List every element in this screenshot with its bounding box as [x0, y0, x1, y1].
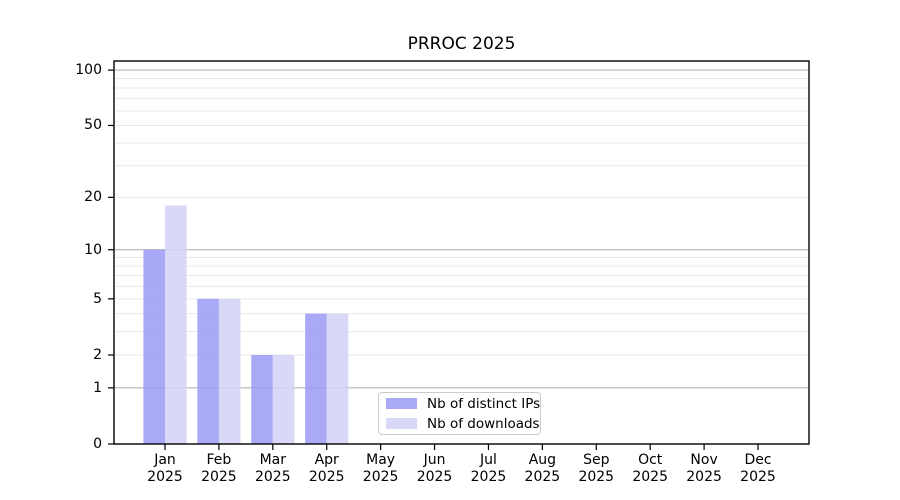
y-tick-label: 2 [93, 346, 102, 363]
x-tick-year: 2025 [632, 469, 668, 485]
legend-swatch-icon [386, 398, 417, 409]
y-tick-label: 1 [93, 379, 102, 396]
x-tick-month: Jul [480, 452, 497, 468]
x-tick-month: Mar [259, 452, 287, 468]
legend-label: Nb of distinct IPs [427, 395, 541, 412]
x-tick-label: Mar 2025 [231, 452, 315, 486]
y-tick-label: 0 [93, 436, 102, 452]
x-tick-label: May 2025 [339, 452, 423, 486]
legend-entry: Nb of distinct IPs [386, 394, 540, 414]
chart-title: PRROC 2025 [407, 34, 516, 54]
x-tick-year: 2025 [201, 469, 237, 485]
x-tick-month: Sep [583, 452, 610, 468]
x-tick-label: Nov 2025 [662, 452, 746, 486]
legend-entry: Nb of downloads [386, 414, 540, 434]
bar-downloads [326, 313, 349, 444]
y-tick-label: 5 [93, 290, 102, 307]
plot-border [113, 60, 810, 445]
x-tick-label: Jan 2025 [123, 452, 207, 486]
bar-distinct-ips [251, 354, 273, 444]
bar-distinct-ips [305, 313, 327, 444]
x-tick-month: Jan [154, 452, 176, 468]
x-tick-year: 2025 [362, 469, 399, 485]
y-tick-label: 100 [75, 62, 102, 79]
y-tick-label: 50 [84, 117, 102, 134]
x-tick-year: 2025 [254, 469, 291, 485]
x-tick-year: 2025 [308, 469, 345, 485]
x-tick-month: May [366, 452, 396, 468]
y-tick-label: 20 [84, 189, 102, 206]
x-tick-label: Oct 2025 [608, 452, 692, 486]
y-tick-label: 10 [84, 241, 102, 258]
x-tick-month: Apr [314, 452, 339, 468]
bar-distinct-ips [143, 249, 165, 444]
x-tick-month: Feb [206, 452, 232, 468]
x-tick-label: Apr 2025 [285, 452, 369, 486]
x-tick-label: Jun 2025 [393, 452, 477, 486]
legend-label: Nb of downloads [427, 415, 540, 432]
legend-swatch-icon [386, 418, 417, 429]
bar-distinct-ips [197, 298, 219, 444]
x-tick-year: 2025 [147, 469, 183, 485]
legend: Nb of distinct IPs Nb of downloads [378, 392, 541, 435]
x-tick-month: Jun [423, 452, 446, 468]
x-tick-year: 2025 [524, 469, 561, 485]
bar-downloads [218, 298, 241, 444]
x-tick-month: Aug [528, 452, 557, 468]
x-tick-label: Jul 2025 [446, 452, 530, 486]
bar-downloads [165, 205, 187, 444]
x-tick-label: Feb 2025 [177, 452, 261, 486]
x-tick-label: Aug 2025 [500, 452, 584, 486]
x-tick-year: 2025 [470, 469, 507, 485]
x-tick-month: Dec [744, 452, 772, 468]
x-tick-label: Sep 2025 [554, 452, 638, 486]
x-tick-month: Oct [638, 452, 663, 468]
x-tick-label: Dec 2025 [716, 452, 800, 486]
x-tick-year: 2025 [416, 469, 453, 485]
x-tick-year: 2025 [740, 469, 776, 485]
x-tick-month: Nov [690, 452, 718, 468]
x-tick-year: 2025 [578, 469, 615, 485]
x-tick-year: 2025 [686, 469, 722, 485]
bar-downloads [272, 354, 295, 444]
